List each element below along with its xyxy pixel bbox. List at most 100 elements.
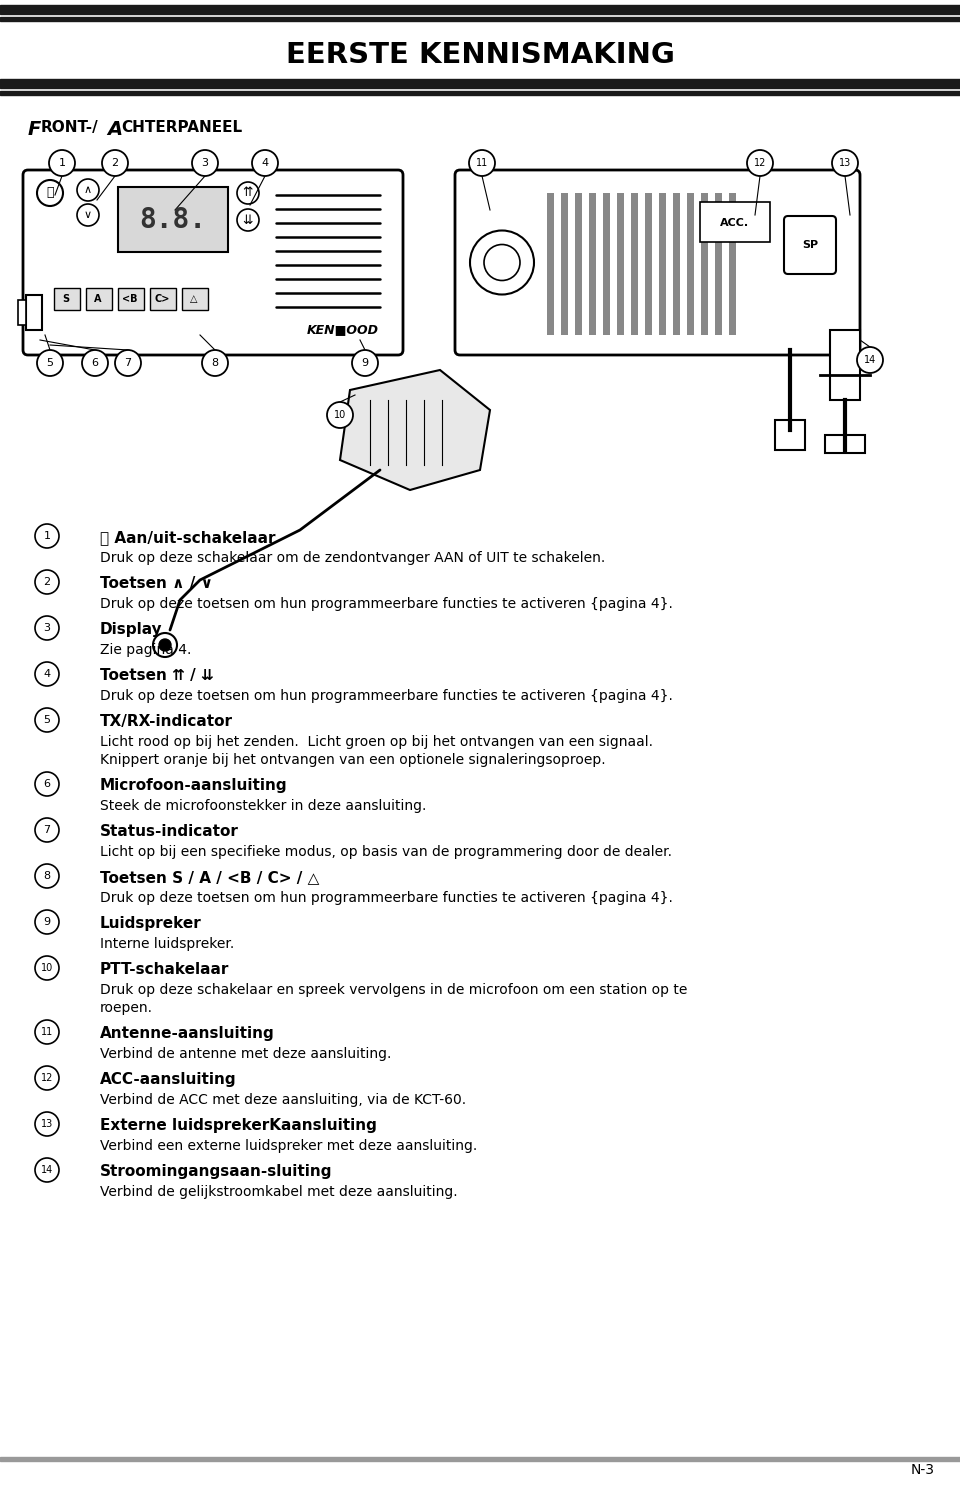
Circle shape (82, 350, 108, 376)
Bar (673, 193, 680, 333)
Circle shape (102, 150, 128, 177)
Text: Toetsen ∧ / ∨: Toetsen ∧ / ∨ (100, 576, 213, 591)
Text: Licht rood op bij het zenden.  Licht groen op bij het ontvangen van een signaal.: Licht rood op bij het zenden. Licht groe… (100, 735, 653, 748)
Text: 5: 5 (46, 358, 54, 368)
Bar (659, 315, 666, 336)
Bar (715, 315, 722, 336)
Text: Stroomingangsaan-sluiting: Stroomingangsaan-sluiting (100, 1164, 332, 1179)
Circle shape (35, 818, 59, 842)
Text: roepen.: roepen. (100, 1001, 153, 1016)
Text: 11: 11 (41, 1028, 53, 1037)
Text: F: F (28, 120, 41, 140)
Bar (547, 315, 554, 336)
Bar (645, 193, 652, 333)
Text: Status-indicator: Status-indicator (100, 824, 239, 839)
Bar (0, 79, 960, 88)
Bar (0, 16, 960, 21)
Text: 6: 6 (91, 358, 99, 368)
Bar (659, 193, 666, 333)
Text: Verbind een externe luidspreker met deze aansluiting.: Verbind een externe luidspreker met deze… (100, 1139, 477, 1152)
Text: Druk op deze schakelaar om de zendontvanger AAN of UIT te schakelen.: Druk op deze schakelaar om de zendontvan… (100, 551, 605, 564)
Text: Druk op deze schakelaar en spreek vervolgens in de microfoon om een station op t: Druk op deze schakelaar en spreek vervol… (100, 983, 687, 996)
Bar (645, 315, 652, 336)
Text: Druk op deze toetsen om hun programmeerbare functies te activeren {pagina 4}.: Druk op deze toetsen om hun programmeerb… (100, 689, 673, 702)
Bar (631, 315, 638, 336)
Text: CHTERPANEEL: CHTERPANEEL (121, 120, 242, 135)
Text: Luidspreker: Luidspreker (100, 916, 202, 931)
Text: ⇊: ⇊ (243, 214, 253, 227)
Circle shape (237, 183, 259, 203)
Bar (775, 420, 805, 450)
Circle shape (49, 150, 75, 177)
Bar (617, 315, 624, 336)
Circle shape (159, 639, 171, 650)
Bar (729, 193, 736, 333)
Circle shape (115, 350, 141, 376)
Text: Verbind de ACC met deze aansluiting, via de KCT-60.: Verbind de ACC met deze aansluiting, via… (100, 1093, 467, 1106)
Text: Antenne-aansluiting: Antenne-aansluiting (100, 1026, 275, 1041)
Circle shape (153, 633, 177, 656)
Text: S: S (62, 294, 69, 304)
Text: A: A (94, 294, 102, 304)
Circle shape (35, 524, 59, 548)
Bar (589, 193, 596, 333)
Text: 4: 4 (261, 157, 269, 168)
FancyBboxPatch shape (455, 169, 860, 355)
Bar (575, 193, 582, 333)
FancyBboxPatch shape (784, 215, 836, 275)
FancyBboxPatch shape (23, 169, 403, 355)
Bar (547, 193, 554, 333)
Text: Steek de microfoonstekker in deze aansluiting.: Steek de microfoonstekker in deze aanslu… (100, 799, 426, 812)
Text: ACC.: ACC. (720, 218, 750, 229)
Text: 4: 4 (43, 670, 51, 679)
Text: 13: 13 (839, 157, 852, 168)
Text: Verbind de antenne met deze aansluiting.: Verbind de antenne met deze aansluiting. (100, 1047, 392, 1060)
Text: 13: 13 (41, 1120, 53, 1129)
Bar (825, 435, 865, 453)
Bar (54, 288, 80, 310)
Bar (0, 1457, 960, 1461)
Text: SP: SP (802, 241, 818, 249)
Circle shape (37, 180, 63, 206)
Text: 3: 3 (202, 157, 208, 168)
Bar (561, 193, 568, 333)
Circle shape (35, 570, 59, 594)
Bar (118, 288, 144, 310)
Circle shape (35, 1020, 59, 1044)
Circle shape (35, 772, 59, 796)
Bar (150, 288, 176, 310)
Text: Interne luidspreker.: Interne luidspreker. (100, 937, 234, 950)
Text: 2: 2 (111, 157, 119, 168)
Circle shape (35, 864, 59, 888)
Text: 10: 10 (41, 962, 53, 973)
Bar (830, 330, 860, 399)
Bar (687, 315, 694, 336)
Bar (589, 315, 596, 336)
Circle shape (237, 209, 259, 232)
Text: 11: 11 (476, 157, 488, 168)
Text: Licht op bij een specifieke modus, op basis van de programmering door de dealer.: Licht op bij een specifieke modus, op ba… (100, 845, 672, 858)
Circle shape (35, 708, 59, 732)
Text: 3: 3 (43, 624, 51, 633)
Text: EERSTE KENNISMAKING: EERSTE KENNISMAKING (285, 42, 675, 68)
Bar (561, 315, 568, 336)
Text: Druk op deze toetsen om hun programmeerbare functies te activeren {pagina 4}.: Druk op deze toetsen om hun programmeerb… (100, 891, 673, 904)
Text: 14: 14 (864, 355, 876, 365)
Circle shape (35, 956, 59, 980)
Bar (701, 315, 708, 336)
Text: 6: 6 (43, 780, 51, 789)
Bar (701, 193, 708, 333)
Bar (182, 288, 208, 310)
Text: △: △ (190, 294, 198, 304)
Bar (729, 315, 736, 336)
Text: 12: 12 (754, 157, 766, 168)
Text: 5: 5 (43, 714, 51, 725)
Text: Toetsen ⇈ / ⇊: Toetsen ⇈ / ⇊ (100, 668, 214, 683)
Circle shape (202, 350, 228, 376)
Text: C>: C> (155, 294, 170, 304)
Circle shape (747, 150, 773, 177)
Text: KEN■OOD: KEN■OOD (307, 324, 379, 337)
Circle shape (35, 910, 59, 934)
Bar (673, 315, 680, 336)
Text: 12: 12 (41, 1074, 53, 1083)
